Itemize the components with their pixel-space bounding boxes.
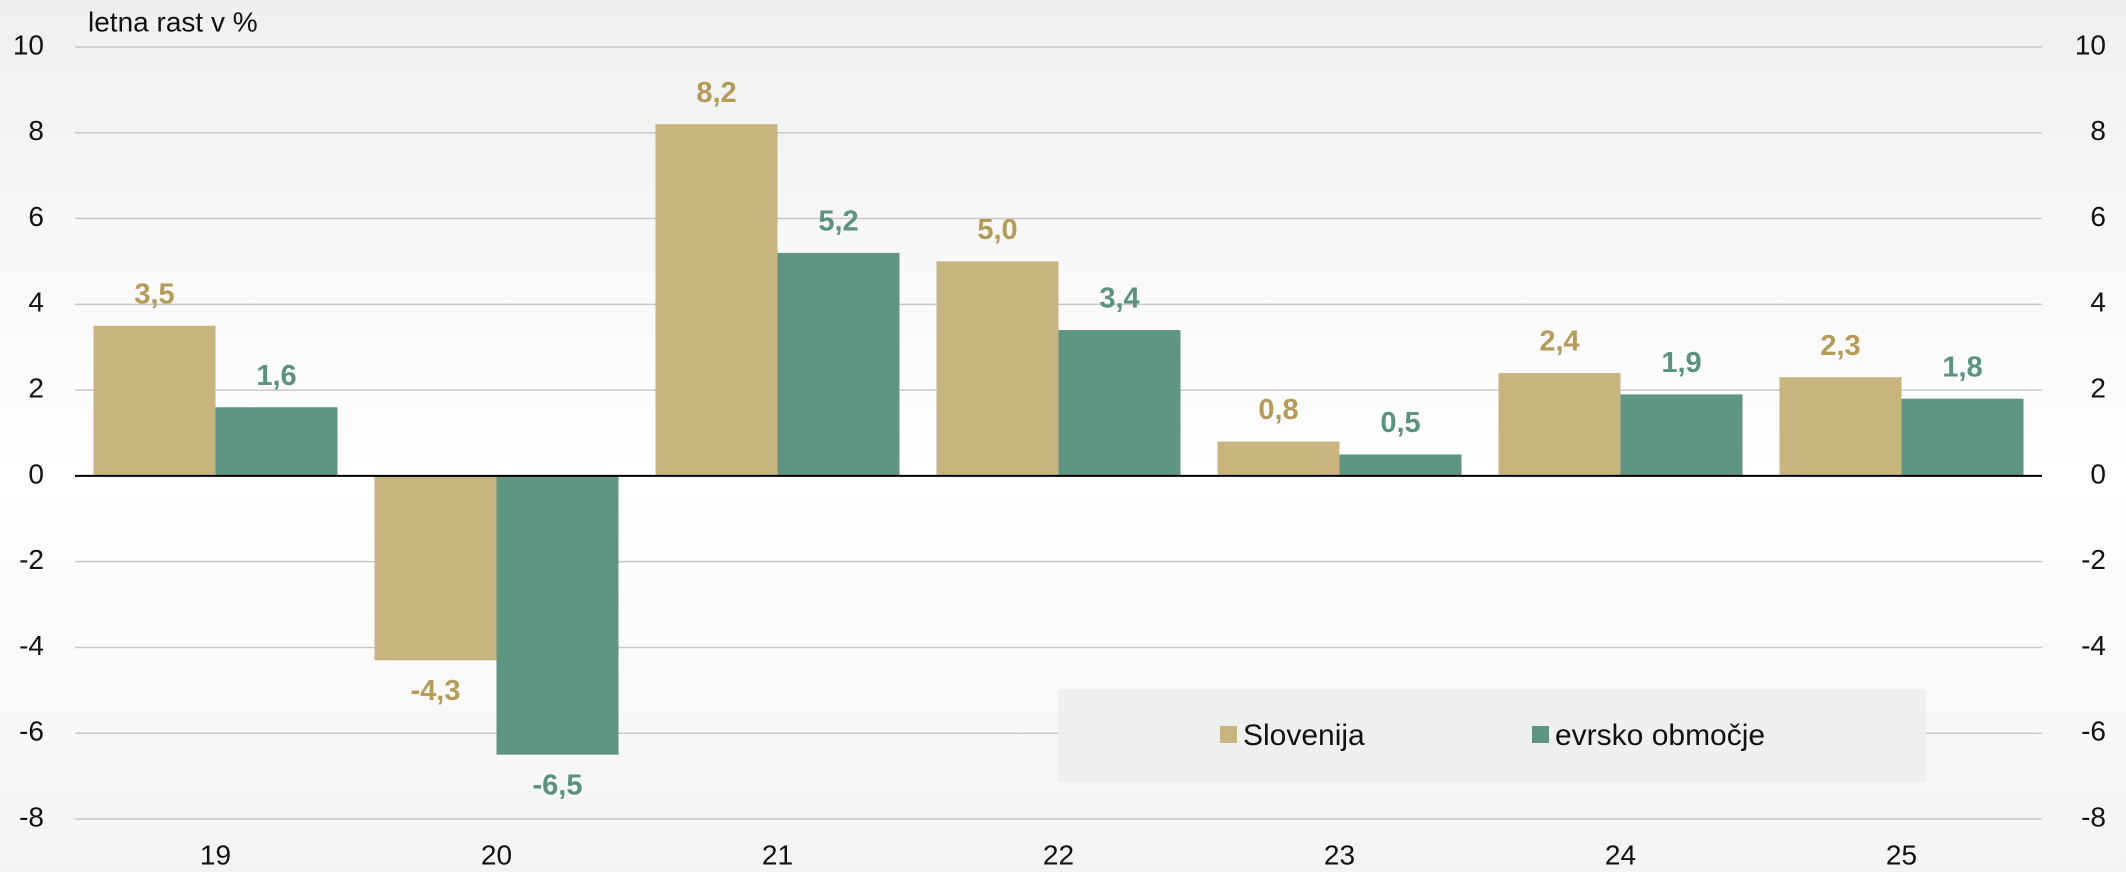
x-tick-label: 23 xyxy=(1324,839,1355,870)
bar xyxy=(936,261,1059,476)
value-label: 1,6 xyxy=(256,360,296,392)
bar xyxy=(1779,377,1902,476)
bar xyxy=(1217,441,1340,476)
x-tick-label: 20 xyxy=(481,839,512,870)
y-axis-label: letna rast v % xyxy=(88,6,258,37)
x-tick-label: 21 xyxy=(762,839,793,870)
x-tick-label: 24 xyxy=(1605,839,1636,870)
bar xyxy=(374,475,497,661)
value-label: 0,5 xyxy=(1380,407,1420,439)
bar xyxy=(655,124,778,476)
y-tick-label: 10 xyxy=(13,29,44,60)
y2-tick-label: -4 xyxy=(2081,630,2106,661)
y-tick-label: 0 xyxy=(28,458,44,489)
bar xyxy=(1339,454,1462,476)
bar xyxy=(1498,372,1621,476)
y-tick-label: 6 xyxy=(28,201,44,232)
bar xyxy=(777,252,900,476)
y2-tick-label: 6 xyxy=(2090,201,2106,232)
bar xyxy=(215,407,338,476)
legend-swatch xyxy=(1220,726,1237,743)
y2-tick-label: 10 xyxy=(2075,29,2106,60)
bar xyxy=(1058,330,1181,476)
value-label: 5,2 xyxy=(818,206,858,238)
y-tick-label: -2 xyxy=(19,544,44,575)
value-label: 2,3 xyxy=(1820,330,1860,362)
value-label: 8,2 xyxy=(696,77,736,109)
legend-label: evrsko območje xyxy=(1555,719,1765,752)
x-tick-label: 19 xyxy=(200,839,231,870)
y2-tick-label: 2 xyxy=(2090,373,2106,404)
x-tick-label: 22 xyxy=(1043,839,1074,870)
y2-tick-label: 4 xyxy=(2090,287,2106,318)
value-label: 1,9 xyxy=(1661,347,1701,379)
y-tick-label: 2 xyxy=(28,373,44,404)
y-tick-label: 4 xyxy=(28,287,44,318)
y2-tick-label: -8 xyxy=(2081,801,2106,832)
bar xyxy=(1620,394,1743,476)
value-label: 3,4 xyxy=(1099,283,1139,315)
y-tick-label: -8 xyxy=(19,801,44,832)
value-label: 3,5 xyxy=(134,278,174,310)
value-label: -4,3 xyxy=(411,675,461,707)
y-tick-label: 8 xyxy=(28,115,44,146)
value-label: 2,4 xyxy=(1539,326,1579,358)
y-tick-label: -6 xyxy=(19,716,44,747)
bar xyxy=(1901,398,2024,476)
value-label: 1,8 xyxy=(1942,351,1982,383)
value-label: 5,0 xyxy=(977,214,1017,246)
value-label: 0,8 xyxy=(1258,394,1298,426)
value-label: -6,5 xyxy=(533,769,583,801)
y2-tick-label: 0 xyxy=(2090,458,2106,489)
bar xyxy=(496,475,619,755)
legend-box xyxy=(1058,689,1926,782)
x-tick-label: 25 xyxy=(1886,839,1917,870)
y2-tick-label: -6 xyxy=(2081,716,2106,747)
y2-tick-label: 8 xyxy=(2090,115,2106,146)
y-tick-label: -4 xyxy=(19,630,44,661)
legend-swatch xyxy=(1532,726,1549,743)
legend-label: Slovenija xyxy=(1243,719,1365,752)
bar xyxy=(93,325,216,476)
y2-tick-label: -2 xyxy=(2081,544,2106,575)
